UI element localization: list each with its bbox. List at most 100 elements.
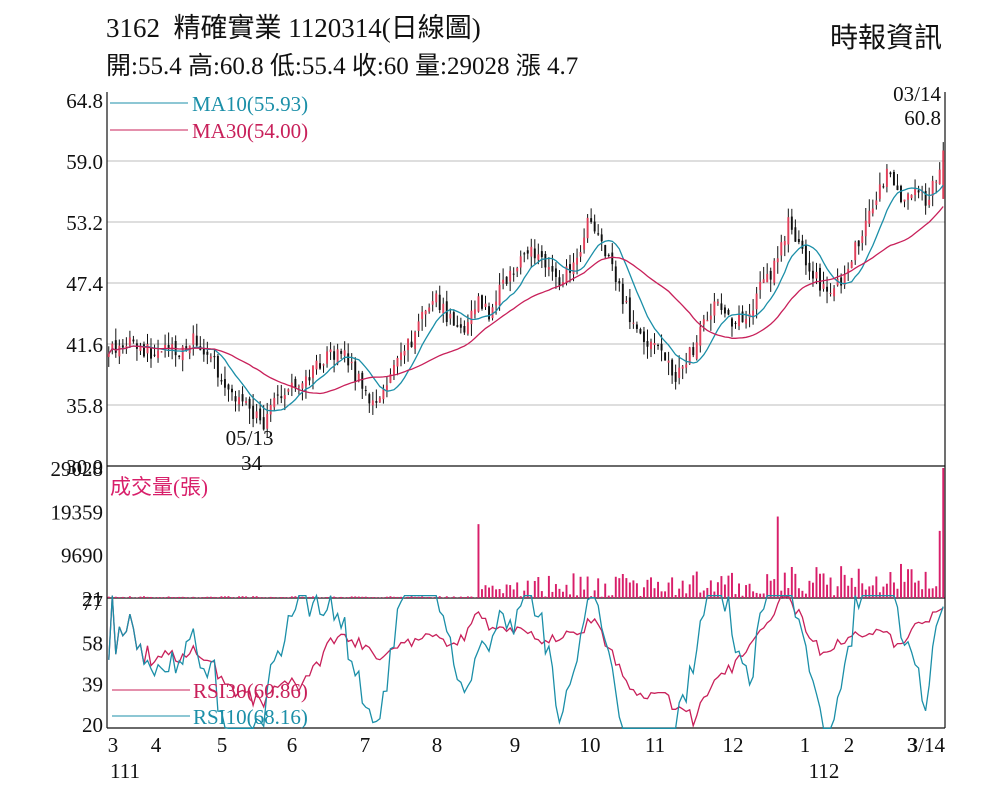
candle-body bbox=[586, 217, 589, 239]
candle-body bbox=[674, 371, 677, 382]
volume-bar bbox=[604, 583, 607, 598]
candle bbox=[759, 271, 762, 299]
volume-bar bbox=[516, 582, 519, 598]
candle-body bbox=[364, 390, 367, 392]
volume-bar bbox=[551, 591, 554, 598]
volume-bar bbox=[695, 571, 698, 598]
candle bbox=[410, 330, 413, 348]
candle-body bbox=[611, 252, 614, 265]
volume-bar bbox=[762, 593, 765, 598]
volume-bar bbox=[847, 585, 850, 598]
volume-bar bbox=[417, 596, 420, 598]
candle bbox=[597, 224, 600, 236]
candle-body bbox=[804, 245, 807, 266]
volume-bar bbox=[438, 596, 441, 598]
candle-body bbox=[259, 408, 262, 421]
candle-body bbox=[766, 273, 769, 283]
candle-body bbox=[815, 271, 818, 279]
volume-bar bbox=[392, 596, 395, 598]
volume-bar bbox=[466, 596, 469, 598]
candle-body bbox=[477, 296, 480, 312]
candle bbox=[364, 385, 367, 396]
candle bbox=[195, 323, 198, 347]
volume-bar bbox=[308, 596, 311, 598]
volume-bar bbox=[178, 596, 181, 598]
volume-bar bbox=[340, 596, 343, 598]
candle bbox=[533, 239, 536, 264]
candle bbox=[583, 228, 586, 254]
volume-bar bbox=[702, 590, 705, 598]
volume-bar bbox=[914, 582, 917, 598]
candle-body bbox=[741, 311, 744, 323]
candle bbox=[505, 276, 508, 286]
candle-body bbox=[283, 395, 286, 400]
candle-body bbox=[157, 350, 160, 358]
volume-bar bbox=[540, 591, 543, 598]
candle-body bbox=[132, 339, 135, 342]
rsi-legend-label: RSI30(60.86) bbox=[193, 679, 308, 703]
volume-bar bbox=[361, 596, 364, 598]
candle bbox=[227, 383, 230, 402]
candle bbox=[431, 291, 434, 312]
candle bbox=[917, 185, 920, 199]
volume-bar bbox=[759, 593, 762, 598]
candle-body bbox=[488, 306, 490, 320]
candle-body bbox=[762, 279, 765, 283]
candle bbox=[938, 162, 941, 185]
candle bbox=[456, 315, 459, 328]
candle bbox=[354, 357, 357, 391]
candle bbox=[797, 230, 800, 245]
candle-body bbox=[847, 268, 850, 273]
volume-bar bbox=[857, 568, 860, 598]
volume-bar bbox=[421, 596, 424, 598]
volume-bar bbox=[400, 596, 402, 598]
candle-body bbox=[146, 344, 149, 354]
volume-bar bbox=[157, 597, 160, 598]
volume-bar bbox=[808, 580, 811, 598]
candle bbox=[223, 366, 226, 396]
volume-bar bbox=[653, 588, 656, 598]
candle-body bbox=[206, 351, 209, 355]
candle-body bbox=[540, 251, 543, 257]
candle-body bbox=[523, 253, 526, 255]
candle bbox=[625, 295, 628, 304]
volume-bar bbox=[220, 596, 223, 598]
candle-body bbox=[808, 262, 811, 272]
volume-bar bbox=[498, 589, 501, 598]
candle-body bbox=[407, 338, 410, 351]
volume-bar bbox=[262, 597, 265, 598]
volume-tick-label: 29028 bbox=[51, 457, 104, 481]
candle-body bbox=[942, 150, 945, 199]
volume-bar bbox=[424, 597, 427, 598]
candle bbox=[125, 337, 128, 354]
candle bbox=[153, 344, 156, 358]
volume-bar bbox=[780, 590, 783, 598]
candle-body bbox=[569, 264, 571, 273]
candle bbox=[745, 310, 748, 329]
volume-bar bbox=[371, 597, 374, 598]
volume-title: 成交量(張) bbox=[110, 475, 208, 499]
candle bbox=[671, 358, 674, 384]
volume-bar bbox=[833, 595, 836, 598]
volume-bar bbox=[319, 597, 321, 598]
candle-body bbox=[664, 352, 667, 361]
candle-body bbox=[917, 190, 920, 193]
volume-bar bbox=[938, 530, 941, 598]
volume-bar bbox=[692, 575, 695, 598]
candle bbox=[333, 345, 336, 373]
candle bbox=[776, 246, 779, 274]
volume-bar bbox=[678, 588, 681, 598]
price-tick-label: 47.4 bbox=[66, 272, 103, 296]
volume-bar bbox=[871, 585, 874, 598]
volume-bar bbox=[192, 596, 195, 598]
candle bbox=[544, 251, 547, 277]
candle-body bbox=[192, 333, 195, 345]
volume-bar bbox=[611, 595, 614, 598]
candle bbox=[723, 304, 726, 318]
volume-bar bbox=[917, 580, 920, 598]
candle bbox=[526, 246, 529, 260]
volume-bar bbox=[900, 563, 902, 598]
candle-body bbox=[892, 171, 895, 186]
candle-body bbox=[576, 257, 579, 265]
candle bbox=[417, 313, 420, 337]
